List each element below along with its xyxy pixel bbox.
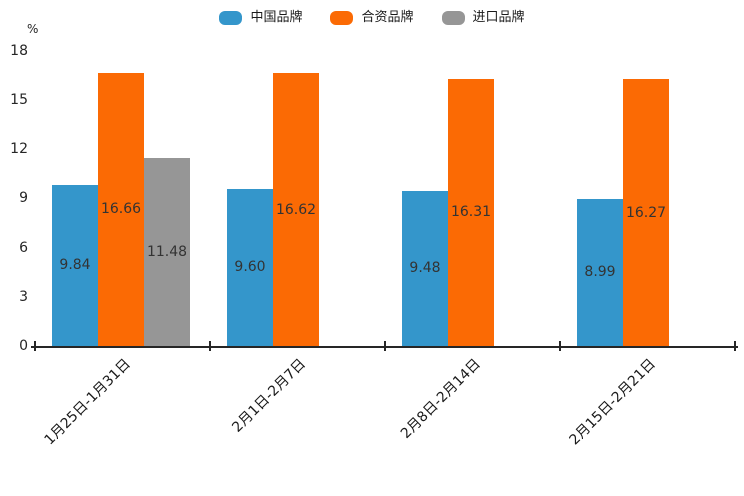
legend-item: 合资品牌 bbox=[330, 10, 414, 26]
legend-label: 中国品牌 bbox=[250, 10, 303, 25]
legend-swatch bbox=[330, 11, 354, 25]
y-tick-label: 9 bbox=[19, 190, 28, 207]
legend-swatch bbox=[441, 11, 465, 25]
bar bbox=[273, 73, 319, 346]
bar bbox=[623, 79, 669, 346]
x-tick-label: 1月25日-1月31日 bbox=[41, 356, 134, 449]
bar bbox=[448, 78, 494, 346]
axis-tick bbox=[209, 341, 211, 351]
y-tick-label: 18 bbox=[10, 42, 28, 59]
bar bbox=[577, 198, 623, 346]
bar-value-label: 16.66 bbox=[100, 201, 142, 218]
bar bbox=[52, 184, 98, 346]
legend-item: 中国品牌 bbox=[219, 10, 302, 26]
bar bbox=[144, 157, 190, 346]
bar-value-label: 11.48 bbox=[146, 243, 188, 260]
bar-value-label: 9.84 bbox=[59, 257, 91, 274]
legend-label: 进口品牌 bbox=[472, 10, 525, 25]
bar bbox=[227, 188, 273, 346]
legend: 中国品牌 合资品牌 进口品牌 bbox=[0, 10, 744, 26]
axis-tick bbox=[734, 341, 736, 351]
y-tick-label: 0 bbox=[19, 338, 28, 354]
x-tick-label: 2月1日-2月7日 bbox=[229, 356, 309, 436]
bar-value-label: 16.62 bbox=[275, 201, 317, 218]
legend-item: 进口品牌 bbox=[441, 10, 525, 26]
bar-value-label: 9.60 bbox=[234, 259, 266, 276]
axis-tick bbox=[384, 341, 386, 351]
x-tick-label: 2月15日-2月21日 bbox=[566, 356, 659, 449]
y-tick-label: 12 bbox=[10, 141, 28, 158]
x-tick-label: 2月8日-2月14日 bbox=[397, 356, 484, 442]
y-tick-label: 15 bbox=[10, 92, 28, 108]
axis-tick bbox=[34, 341, 36, 351]
y-tick-label: 3 bbox=[19, 288, 28, 305]
bar-value-label: 16.31 bbox=[450, 204, 492, 221]
y-axis-unit-label: % bbox=[27, 22, 39, 36]
axis-tick bbox=[559, 341, 561, 351]
bar-value-label: 8.99 bbox=[584, 264, 616, 281]
y-tick-label: 6 bbox=[19, 239, 28, 256]
legend-label: 合资品牌 bbox=[361, 10, 414, 25]
bar-value-label: 16.27 bbox=[625, 204, 667, 221]
legend-swatch bbox=[219, 11, 243, 25]
bar bbox=[402, 190, 448, 346]
bar bbox=[98, 72, 144, 346]
bar-value-label: 9.48 bbox=[409, 260, 441, 277]
